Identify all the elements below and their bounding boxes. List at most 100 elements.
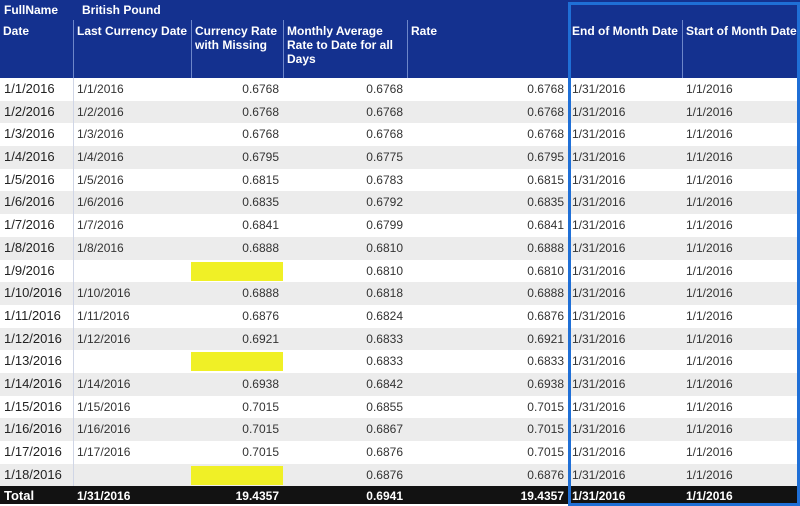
cell-rate[interactable]: 0.6768 xyxy=(527,104,564,119)
cell-rate[interactable]: 0.6876 xyxy=(527,467,564,482)
cell-end-of-month-date[interactable]: 1/31/2016 xyxy=(572,127,626,142)
cell-date[interactable]: 1/15/2016 xyxy=(4,398,62,414)
cell-currency-rate-missing[interactable]: 0.6768 xyxy=(242,127,279,142)
cell-monthly-average-rate[interactable]: 0.6876 xyxy=(366,445,403,459)
cell-start-of-month-date[interactable]: 1/1/2016 xyxy=(686,308,733,323)
cell-date[interactable]: 1/1/2016 xyxy=(4,81,55,96)
cell-last-currency-date[interactable] xyxy=(73,260,191,283)
cell-start-of-month-date[interactable]: 1/1/2016 xyxy=(686,467,733,482)
cell-monthly-average-rate[interactable]: 0.6768 xyxy=(366,82,403,96)
cell-currency-rate-missing[interactable] xyxy=(191,464,283,487)
cell-date[interactable]: 1/5/2016 xyxy=(4,171,55,187)
cell-monthly-average-rate[interactable]: 0.6768 xyxy=(366,104,403,119)
cell-currency-rate-missing[interactable]: 0.6841 xyxy=(242,218,279,233)
cell-currency-rate-missing[interactable]: 0.6768 xyxy=(242,82,279,96)
cell-last-currency-date[interactable]: 1/3/2016 xyxy=(77,127,124,142)
cell-monthly-average-rate[interactable]: 0.6818 xyxy=(366,286,403,301)
cell-end-of-month-date[interactable]: 1/31/2016 xyxy=(572,354,626,369)
column-header-start-of-month-date[interactable]: Start of Month Date xyxy=(682,20,800,78)
cell-rate[interactable]: 0.6768 xyxy=(527,127,564,142)
cell-end-of-month-date[interactable]: 1/31/2016 xyxy=(572,399,626,414)
column-header-last-currency-date[interactable]: Last Currency Date xyxy=(73,20,191,78)
cell-end-of-month-date[interactable]: 1/31/2016 xyxy=(572,218,626,233)
cell-currency-rate-missing[interactable] xyxy=(191,350,283,373)
cell-monthly-average-rate[interactable]: 0.6792 xyxy=(366,195,403,210)
column-header-currency-rate-missing[interactable]: Currency Rate with Missing xyxy=(191,20,283,78)
cell-start-of-month-date[interactable]: 1/1/2016 xyxy=(686,240,733,255)
cell-last-currency-date[interactable]: 1/7/2016 xyxy=(77,218,124,233)
cell-monthly-average-rate[interactable]: 0.6833 xyxy=(366,331,403,346)
cell-last-currency-date[interactable]: 1/10/2016 xyxy=(77,286,131,301)
cell-monthly-average-rate[interactable]: 0.6799 xyxy=(366,218,403,233)
cell-end-of-month-date[interactable]: 1/31/2016 xyxy=(572,331,626,346)
cell-date[interactable]: 1/7/2016 xyxy=(4,217,55,233)
column-header-date[interactable]: Date xyxy=(3,24,30,38)
cell-end-of-month-date[interactable]: 1/31/2016 xyxy=(572,445,626,459)
cell-currency-rate-missing[interactable]: 0.7015 xyxy=(242,422,279,437)
cell-start-of-month-date[interactable]: 1/1/2016 xyxy=(686,399,733,414)
cell-monthly-average-rate[interactable]: 0.6833 xyxy=(366,354,403,369)
cell-end-of-month-date[interactable]: 1/31/2016 xyxy=(572,240,626,255)
cell-currency-rate-missing[interactable]: 0.6938 xyxy=(242,376,279,391)
cell-start-of-month-date[interactable]: 1/1/2016 xyxy=(686,150,733,165)
cell-monthly-average-rate[interactable]: 0.6855 xyxy=(366,399,403,414)
cell-monthly-average-rate[interactable]: 0.6810 xyxy=(366,263,403,278)
cell-currency-rate-missing[interactable]: 0.6876 xyxy=(242,308,279,323)
cell-start-of-month-date[interactable]: 1/1/2016 xyxy=(686,445,733,459)
cell-date[interactable]: 1/2/2016 xyxy=(4,103,55,119)
cell-currency-rate-missing[interactable]: 0.6815 xyxy=(242,172,279,187)
cell-end-of-month-date[interactable]: 1/31/2016 xyxy=(572,150,626,165)
cell-start-of-month-date[interactable]: 1/1/2016 xyxy=(686,172,733,187)
cell-date[interactable]: 1/8/2016 xyxy=(4,239,55,255)
cell-rate[interactable]: 0.6810 xyxy=(527,263,564,278)
cell-last-currency-date[interactable]: 1/12/2016 xyxy=(77,331,131,346)
cell-end-of-month-date[interactable]: 1/31/2016 xyxy=(572,422,626,437)
cell-currency-rate-missing[interactable]: 0.6921 xyxy=(242,331,279,346)
cell-date[interactable]: 1/3/2016 xyxy=(4,126,55,142)
cell-last-currency-date[interactable]: 1/8/2016 xyxy=(77,240,124,255)
cell-start-of-month-date[interactable]: 1/1/2016 xyxy=(686,376,733,391)
cell-last-currency-date[interactable]: 1/16/2016 xyxy=(77,422,131,437)
cell-end-of-month-date[interactable]: 1/31/2016 xyxy=(572,195,626,210)
cell-start-of-month-date[interactable]: 1/1/2016 xyxy=(686,422,733,437)
column-header-end-of-month-date[interactable]: End of Month Date xyxy=(568,20,682,78)
cell-date[interactable]: 1/6/2016 xyxy=(4,194,55,210)
cell-rate[interactable]: 0.7015 xyxy=(527,399,564,414)
cell-date[interactable]: 1/4/2016 xyxy=(4,149,55,165)
cell-date[interactable]: 1/11/2016 xyxy=(4,307,61,323)
cell-currency-rate-missing[interactable]: 0.7015 xyxy=(242,445,279,459)
cell-rate[interactable]: 0.6841 xyxy=(527,218,564,233)
cell-start-of-month-date[interactable]: 1/1/2016 xyxy=(686,195,733,210)
cell-start-of-month-date[interactable]: 1/1/2016 xyxy=(686,286,733,301)
cell-currency-rate-missing[interactable]: 0.7015 xyxy=(242,399,279,414)
cell-currency-rate-missing[interactable]: 0.6888 xyxy=(242,286,279,301)
cell-rate[interactable]: 0.6768 xyxy=(527,82,564,96)
cell-end-of-month-date[interactable]: 1/31/2016 xyxy=(572,376,626,391)
cell-start-of-month-date[interactable]: 1/1/2016 xyxy=(686,218,733,233)
cell-last-currency-date[interactable]: 1/14/2016 xyxy=(77,376,131,391)
cell-start-of-month-date[interactable]: 1/1/2016 xyxy=(686,127,733,142)
cell-monthly-average-rate[interactable]: 0.6768 xyxy=(366,127,403,142)
cell-end-of-month-date[interactable]: 1/31/2016 xyxy=(572,286,626,301)
cell-rate[interactable]: 0.7015 xyxy=(527,445,564,459)
cell-start-of-month-date[interactable]: 1/1/2016 xyxy=(686,331,733,346)
cell-monthly-average-rate[interactable]: 0.6783 xyxy=(366,172,403,187)
cell-monthly-average-rate[interactable]: 0.6876 xyxy=(366,467,403,482)
cell-date[interactable]: 1/13/2016 xyxy=(4,353,62,369)
cell-start-of-month-date[interactable]: 1/1/2016 xyxy=(686,82,733,96)
cell-start-of-month-date[interactable]: 1/1/2016 xyxy=(686,104,733,119)
cell-date[interactable]: 1/12/2016 xyxy=(4,330,62,346)
cell-last-currency-date[interactable]: 1/4/2016 xyxy=(77,150,124,165)
cell-rate[interactable]: 0.6815 xyxy=(527,172,564,187)
cell-rate[interactable]: 0.6921 xyxy=(527,331,564,346)
cell-rate[interactable]: 0.6938 xyxy=(527,376,564,391)
cell-rate[interactable]: 0.6795 xyxy=(527,150,564,165)
cell-last-currency-date[interactable]: 1/1/2016 xyxy=(77,82,124,96)
cell-rate[interactable]: 0.7015 xyxy=(527,422,564,437)
cell-currency-rate-missing[interactable]: 0.6795 xyxy=(242,150,279,165)
currency-name-header[interactable]: British Pound xyxy=(82,3,161,17)
cell-rate[interactable]: 0.6888 xyxy=(527,240,564,255)
cell-end-of-month-date[interactable]: 1/31/2016 xyxy=(572,263,626,278)
cell-rate[interactable]: 0.6876 xyxy=(527,308,564,323)
cell-currency-rate-missing[interactable] xyxy=(191,260,283,283)
